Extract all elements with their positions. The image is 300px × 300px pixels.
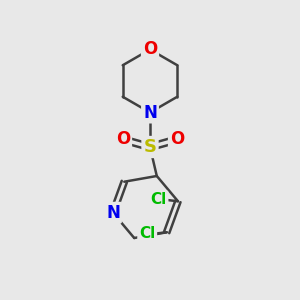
Text: Cl: Cl — [139, 226, 155, 241]
Text: Cl: Cl — [150, 192, 167, 207]
Text: N: N — [143, 103, 157, 122]
Text: O: O — [170, 130, 184, 148]
Text: S: S — [143, 138, 157, 156]
Text: O: O — [116, 130, 130, 148]
Text: N: N — [106, 204, 120, 222]
Text: O: O — [143, 40, 157, 58]
